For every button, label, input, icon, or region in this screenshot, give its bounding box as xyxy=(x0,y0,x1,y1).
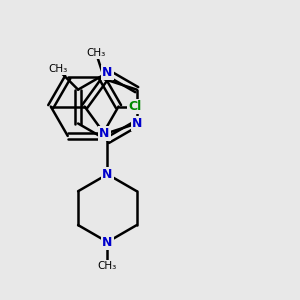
Text: N: N xyxy=(102,66,112,79)
Text: N: N xyxy=(99,128,110,140)
Text: CH₃: CH₃ xyxy=(48,64,68,74)
Text: CH₃: CH₃ xyxy=(98,261,117,271)
Text: CH₃: CH₃ xyxy=(87,48,106,59)
Text: N: N xyxy=(132,117,142,130)
Text: N: N xyxy=(102,168,112,181)
Text: Cl: Cl xyxy=(128,100,141,113)
Text: N: N xyxy=(102,236,112,248)
